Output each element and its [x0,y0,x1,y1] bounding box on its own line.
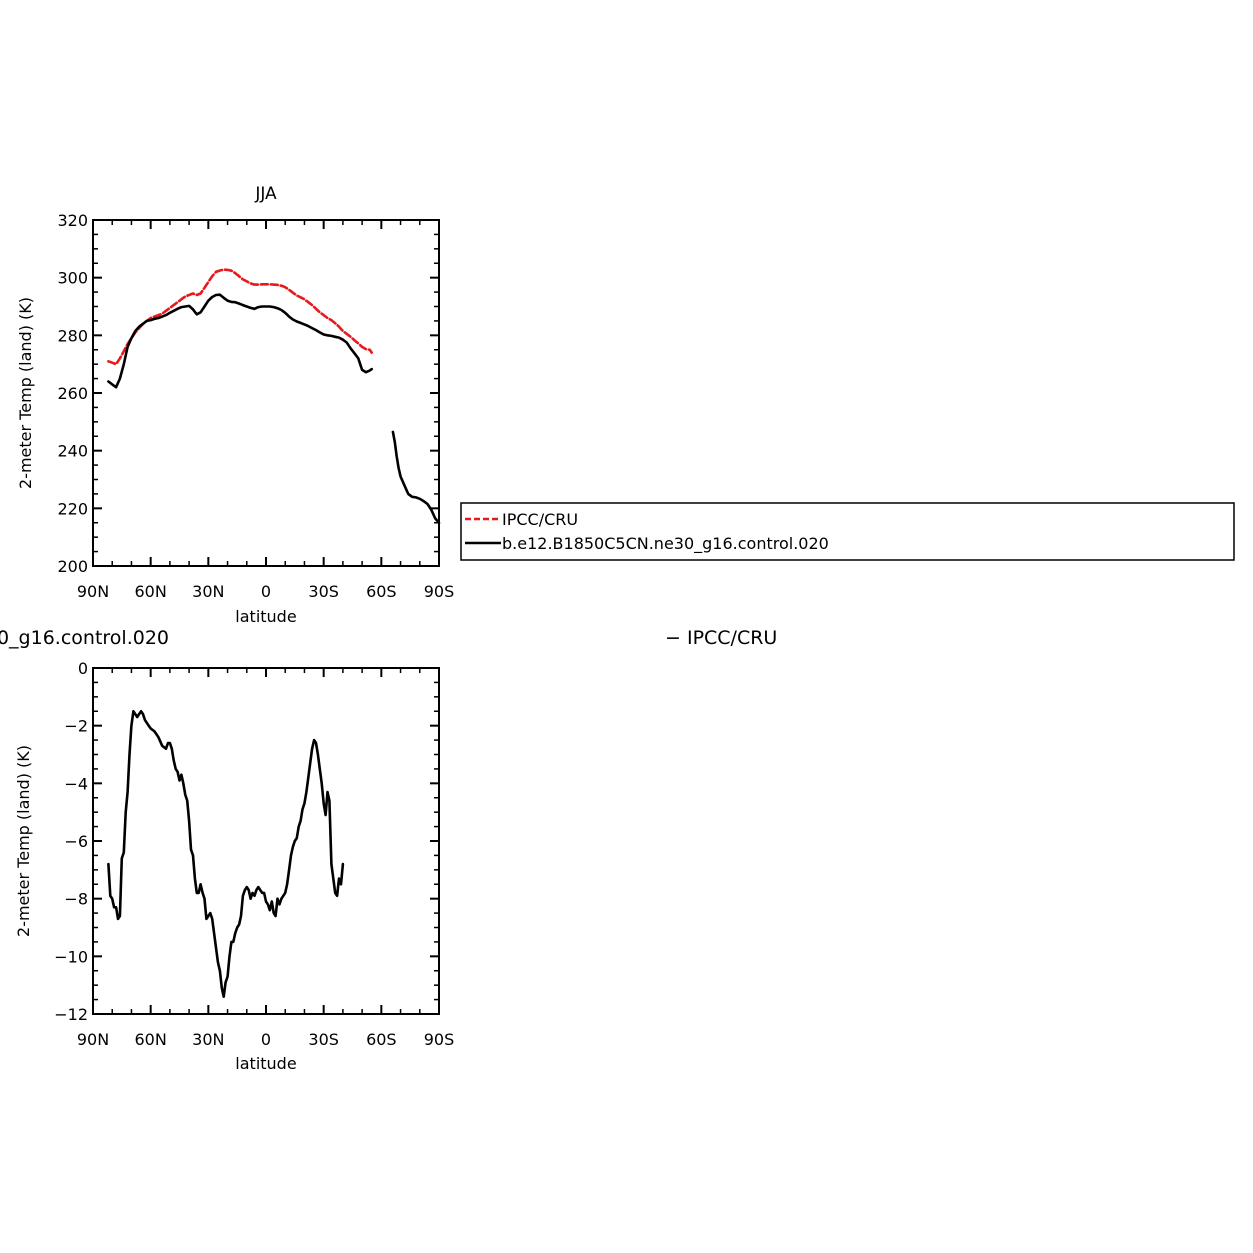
legend-box [460,502,1235,561]
x-tick-label: 90S [424,582,455,601]
y-axis-label: 2-meter Temp (land) (K) [16,297,35,489]
y-tick-label: 320 [57,211,88,230]
x-tick-label: 30N [192,582,224,601]
y-tick-label: −6 [64,832,88,851]
x-axis-label: latitude [235,1054,296,1073]
y-tick-label: 260 [57,384,88,403]
plot-frame [92,219,440,567]
chart-jja: JJA 200 220 240 260 280 300 320 90N 60N 30N 0 30S 6… [16,184,454,626]
series-line-0 [107,268,373,366]
x-axis-label: latitude [235,607,296,626]
x-tick-label: 0 [261,582,271,601]
y-axis-label: 2-meter Temp (land) (K) [14,745,33,937]
y-tick-label: −12 [54,1005,88,1024]
x-tick-label: 60N [135,1030,167,1049]
x-tick-label: 90N [77,582,109,601]
legend: IPCC/CRU b.e12.B1850C5CN.ne30_g16.contro… [460,502,1235,561]
y-tick-label: −8 [64,890,88,909]
series-line-0 [107,710,345,998]
x-tick-label: 0 [261,1030,271,1049]
y-tick-label: 200 [57,557,88,576]
x-tick-label: 60S [366,1030,397,1049]
y-tick-label: 300 [57,269,88,288]
series-lines [107,710,345,998]
chart-difference: b.e12.B1850C5CN.ne30_g16.control.020 − I… [0,627,777,1073]
x-tick-label: 60N [135,582,167,601]
x-axis: 90N 60N 30N 0 30S 60S 90S [77,220,454,601]
legend-label-ipcc-cru: IPCC/CRU [502,510,578,529]
y-tick-label: −4 [64,774,88,793]
x-tick-label: 60S [366,582,397,601]
chart-title-right: − IPCC/CRU [665,627,777,649]
x-axis: 90N 60N 30N 0 30S 60S 90S [77,668,454,1049]
x-tick-label: 30S [308,1030,339,1049]
y-tick-label: 240 [57,442,88,461]
y-tick-label: −2 [64,717,88,736]
y-tick-label: 0 [78,659,88,678]
y-axis: −12 −10 −8 −6 −4 −2 0 [54,659,439,1024]
series-lines [107,268,441,525]
x-tick-label: 90S [424,1030,455,1049]
x-tick-label: 30S [308,582,339,601]
chart-title-left: b.e12.B1850C5CN.ne30_g16.control.020 [0,627,169,649]
legend-label-model: b.e12.B1850C5CN.ne30_g16.control.020 [502,534,829,554]
x-tick-label: 90N [77,1030,109,1049]
x-tick-label: 30N [192,1030,224,1049]
y-axis: 200 220 240 260 280 300 320 [57,211,439,576]
chart-title: JJA [254,184,277,204]
y-tick-label: −10 [54,947,88,966]
y-tick-label: 280 [57,326,88,345]
y-tick-label: 220 [57,499,88,518]
series-line-1 [107,293,373,389]
